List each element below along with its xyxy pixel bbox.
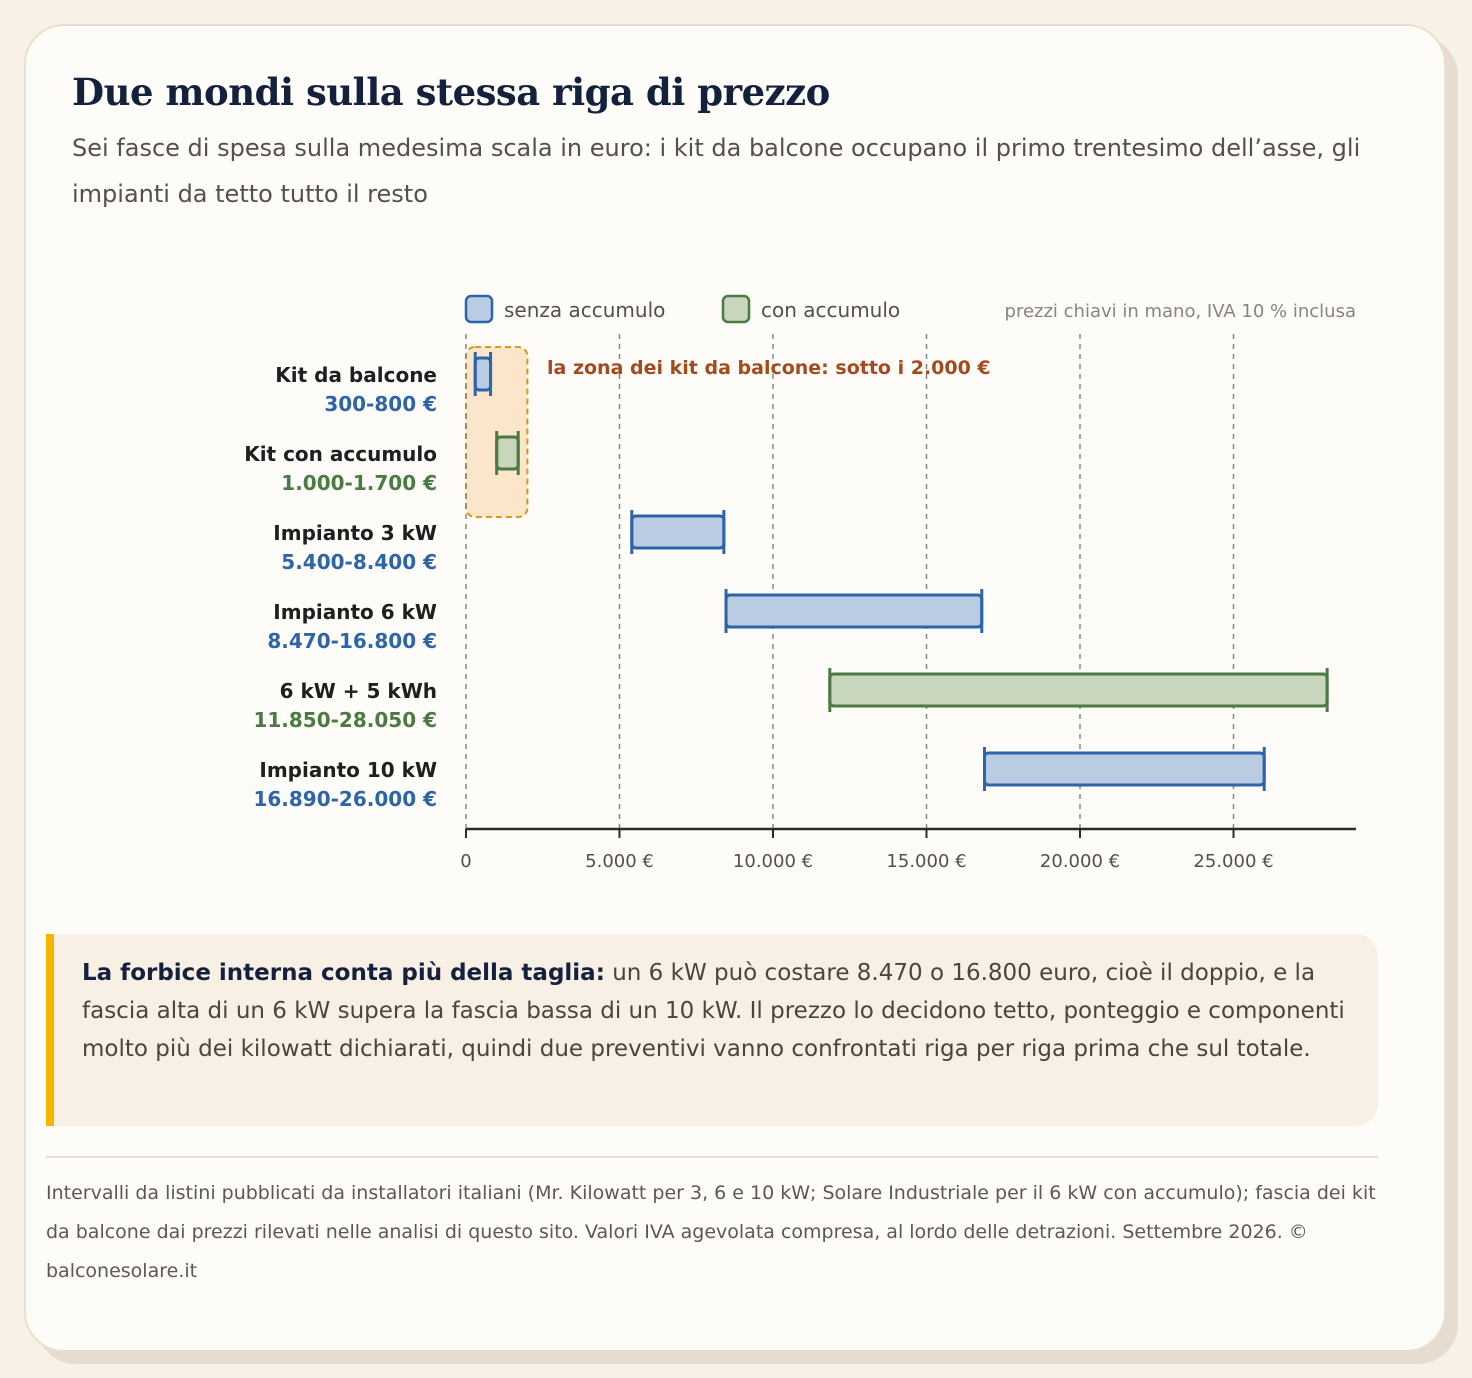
callout-body: un 6 kW può costare 8.470 o 16.800 euro,…: [82, 960, 1345, 1062]
x-tick-label-4: 20.000 €: [1040, 851, 1120, 872]
legend-label-senza: senza accumulo: [504, 298, 665, 322]
x-tick-label-2: 10.000 €: [733, 851, 813, 872]
row-label-4: 6 kW + 5 kWh: [280, 679, 437, 703]
range-bar-4: [828, 672, 1329, 708]
x-tick-label-1: 5.000 €: [585, 851, 654, 872]
chart-subtitle: Sei fasce di spesa sulla medesima scala …: [72, 134, 1361, 208]
legend-label-con: con accumulo: [761, 298, 900, 322]
legend-swatch-con: [721, 294, 751, 324]
range-bar-3: [724, 593, 984, 629]
row-range-label-4: 11.850-28.050 €: [253, 708, 437, 732]
x-tick-label-5: 25.000 €: [1193, 851, 1273, 872]
row-label-5: Impianto 10 kW: [259, 758, 437, 782]
row-range-label-3: 8.470-16.800 €: [267, 629, 437, 653]
x-tick-label-0: 0: [460, 851, 471, 872]
callout-lead: La forbice interna conta più della tagli…: [82, 960, 605, 986]
row-range-label-0: 300-800 €: [324, 392, 437, 416]
legend-swatch-senza: [464, 294, 494, 324]
row-label-1: Kit con accumulo: [244, 442, 437, 466]
row-range-label-5: 16.890-26.000 €: [253, 787, 437, 811]
insight-callout: La forbice interna conta più della tagli…: [46, 934, 1378, 1126]
x-tick-label-3: 15.000 €: [886, 851, 966, 872]
chart-title: Due mondi sulla stessa riga di prezzo: [72, 70, 830, 114]
source-note: Intervalli da listini pubblicati da inst…: [46, 1182, 1376, 1282]
price-note: prezzi chiavi in mano, IVA 10 % inclusa: [1005, 301, 1356, 322]
range-bar-5: [983, 751, 1266, 787]
footer-divider: [46, 1156, 1378, 1158]
range-bar-2: [630, 514, 726, 550]
row-label-0: Kit da balcone: [275, 363, 437, 387]
range-bar-1: [495, 435, 520, 471]
row-range-label-1: 1.000-1.700 €: [281, 471, 437, 495]
range-bar-0: [473, 356, 493, 392]
row-range-label-2: 5.400-8.400 €: [281, 550, 437, 574]
row-label-3: Impianto 6 kW: [273, 600, 437, 624]
zone-annotation-label: la zona dei kit da balcone: sotto i 2.00…: [547, 357, 991, 379]
row-label-2: Impianto 3 kW: [273, 521, 437, 545]
range-chart: la zona dei kit da balcone: sotto i 2.00…: [244, 294, 1356, 872]
